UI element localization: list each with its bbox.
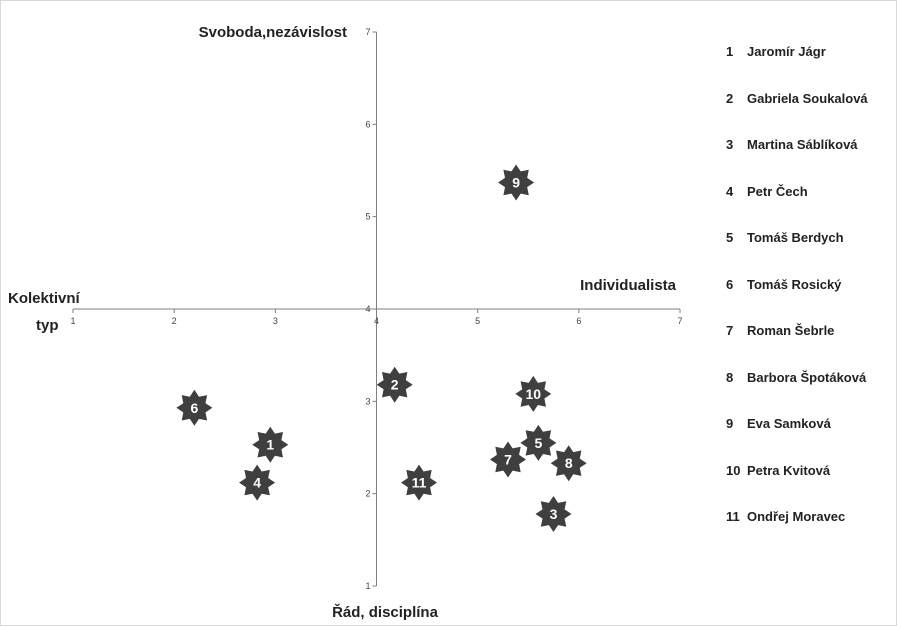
data-point-2: 2 xyxy=(376,366,413,403)
legend-item: 5 Tomáš Berdych xyxy=(726,230,844,250)
legend-item: 3 Martina Sáblíková xyxy=(726,137,858,157)
star-marker xyxy=(401,464,437,501)
point-label: 8 xyxy=(565,455,573,471)
legend-name: Ondřej Moravec xyxy=(747,509,846,524)
legend-name: Petra Kvitová xyxy=(747,462,831,478)
data-point-10: 10 xyxy=(515,375,552,412)
y-tick-label: 3 xyxy=(365,396,370,406)
point-label: 9 xyxy=(512,175,520,191)
point-label: 11 xyxy=(412,475,427,491)
y-tick-label: 5 xyxy=(365,212,370,222)
legend-number: 8 xyxy=(726,369,734,385)
legend-name: Roman Šebrle xyxy=(747,323,835,338)
data-point-1: 1 xyxy=(252,426,289,463)
point-label: 4 xyxy=(253,475,261,491)
data-points: 1 2 3 4 5 6 7 8 9 10 11 xyxy=(176,164,587,532)
y-tick-label: 2 xyxy=(365,489,370,499)
legend-number: 11 xyxy=(726,509,740,524)
x-tick-label: 3 xyxy=(273,316,278,326)
axis-title-right: Individualista xyxy=(580,277,677,294)
y-tick-label: 6 xyxy=(365,119,370,129)
legend-name: Gabriela Soukalová xyxy=(747,90,868,106)
star-marker xyxy=(176,389,213,426)
point-label: 1 xyxy=(266,437,274,453)
legend-number: 1 xyxy=(726,44,734,59)
data-point-5: 5 xyxy=(520,424,557,461)
star-marker xyxy=(498,164,535,201)
data-point-11: 11 xyxy=(401,464,437,501)
legend-number: 10 xyxy=(726,462,741,478)
legend-item: 7 Roman Šebrle xyxy=(726,323,834,343)
x-tick-label: 2 xyxy=(172,316,177,326)
star-marker xyxy=(550,445,587,482)
point-label: 6 xyxy=(191,400,199,416)
star-marker xyxy=(520,424,557,461)
point-label: 3 xyxy=(550,506,558,522)
x-tick-label: 1 xyxy=(70,316,75,326)
y-tick-label: 1 xyxy=(365,581,370,591)
y-tick-label: 7 xyxy=(365,27,370,37)
legend-number: 5 xyxy=(726,230,734,245)
point-label: 5 xyxy=(534,435,542,451)
legend-item: 2 Gabriela Soukalová xyxy=(726,91,868,111)
x-tick-label: 6 xyxy=(576,316,581,326)
star-marker xyxy=(535,496,572,532)
legend-item: 4 Petr Čech xyxy=(726,184,808,204)
data-point-6: 6 xyxy=(176,389,213,426)
data-point-4: 4 xyxy=(239,464,276,501)
legend-item: 10 Petra Kvitová xyxy=(726,463,830,483)
legend-item: 1 Jaromír Jágr xyxy=(726,44,826,64)
axis-title-left-line2: typ xyxy=(36,317,59,334)
x-tick-label: 4 xyxy=(374,316,379,326)
point-label: 2 xyxy=(391,377,399,393)
legend-number: 2 xyxy=(726,90,734,106)
point-label: 10 xyxy=(526,386,542,402)
data-point-7: 7 xyxy=(490,441,526,478)
legend-item: 9 Eva Samková xyxy=(726,416,831,436)
star-marker xyxy=(252,426,289,463)
legend-name: Jaromír Jágr xyxy=(747,44,826,59)
x-tick-label: 7 xyxy=(677,316,682,326)
legend-item: 6 Tomáš Rosický xyxy=(726,277,841,297)
y-tick-label: 4 xyxy=(365,304,370,314)
legend-number: 9 xyxy=(726,416,734,431)
axis-title-left-line1: Kolektivní xyxy=(8,290,81,307)
y-axis-ticks: 1 2 3 4 5 6 7 xyxy=(365,27,377,591)
data-point-3: 3 xyxy=(535,496,572,532)
legend-name: Tomáš Rosický xyxy=(747,276,842,292)
star-marker xyxy=(490,441,526,478)
legend-name: Martina Sáblíková xyxy=(747,137,858,152)
legend-item: 11 Ondřej Moravec xyxy=(726,509,845,529)
data-point-8: 8 xyxy=(550,445,587,482)
x-axis-ticks: 1 2 3 4 5 6 7 xyxy=(70,309,683,326)
star-marker xyxy=(376,366,413,403)
legend-name: Barbora Špotáková xyxy=(747,369,867,385)
star-marker xyxy=(239,464,276,501)
legend-name: Tomáš Berdych xyxy=(747,230,844,245)
legend-name: Eva Samková xyxy=(747,416,831,431)
legend-number: 6 xyxy=(726,276,734,292)
axis-title-bottom: Řád, disciplína xyxy=(332,603,439,621)
x-tick-label: 5 xyxy=(475,316,480,326)
legend-name: Petr Čech xyxy=(747,183,808,199)
legend-item: 8 Barbora Špotáková xyxy=(726,370,866,390)
legend-number: 4 xyxy=(726,183,734,199)
star-marker xyxy=(515,375,552,412)
legend-number: 3 xyxy=(726,137,734,152)
legend-number: 7 xyxy=(726,323,734,338)
axis-title-top: Svoboda,nezávislost xyxy=(199,24,347,41)
data-point-9: 9 xyxy=(498,164,535,201)
point-label: 7 xyxy=(504,452,512,468)
